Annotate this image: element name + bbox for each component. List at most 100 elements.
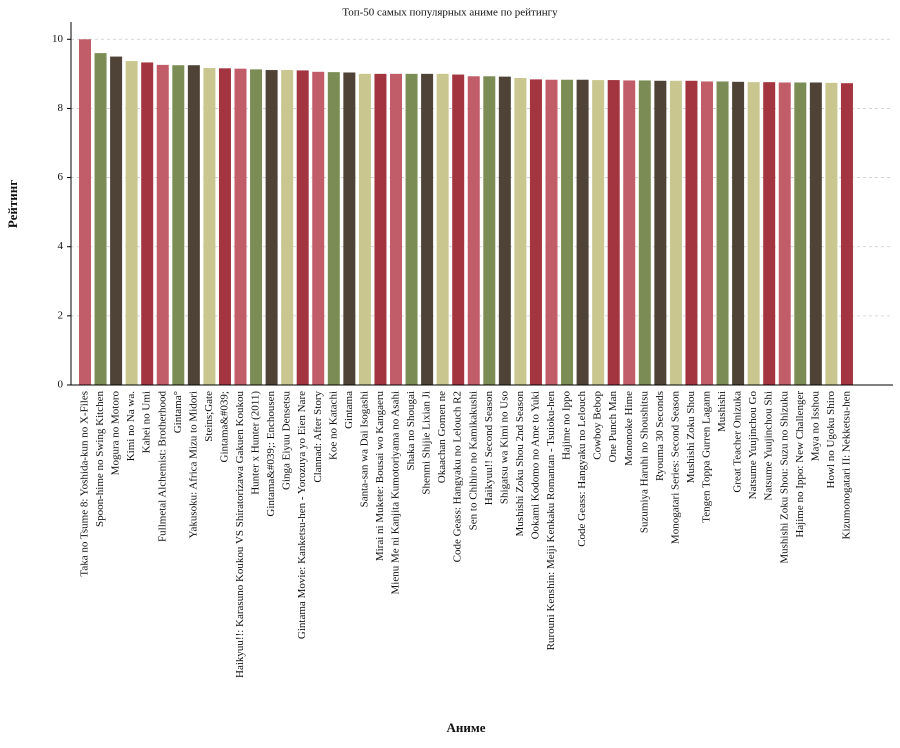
bar	[421, 73, 434, 385]
y-tick-label: 2	[58, 309, 64, 321]
bar	[218, 68, 231, 385]
bar	[187, 65, 200, 385]
bar	[94, 53, 107, 385]
x-tick-label: Kizumonogatari II: Nekketsu-hen	[840, 391, 852, 540]
x-tick-label: Ookami Kodomo no Ame to Yuki	[529, 391, 541, 539]
bar	[110, 56, 123, 385]
bar	[79, 39, 91, 386]
chart-title: Топ-50 самых популярных аниме по рейтинг…	[342, 7, 558, 19]
x-tick-label: Shenmi Shijie Lixian Ji	[421, 391, 433, 495]
y-tick-label: 6	[58, 171, 64, 183]
bar	[561, 79, 574, 385]
bar	[747, 82, 760, 385]
bar	[809, 82, 822, 385]
bar	[701, 81, 713, 385]
x-tick-label: Okaachan Gomen ne	[436, 391, 448, 483]
x-tick-label: Gintama&#039;	[218, 391, 230, 463]
bar	[825, 82, 838, 386]
x-axis-label: Аниме	[447, 720, 486, 735]
bar	[576, 79, 589, 385]
x-tick-label: Gintama Movie: Kanketsu-hen - Yorozuya y…	[296, 391, 308, 639]
x-tick-label: Ginga Eiyuu Densetsu	[281, 391, 293, 490]
x-tick-label: Ryouma 30 Seconds	[654, 391, 666, 481]
bar	[654, 80, 667, 386]
x-tick-label: Howl no Ugoku Shiro	[825, 391, 837, 489]
bar	[452, 74, 465, 385]
bar	[156, 64, 169, 386]
bar	[343, 72, 356, 385]
bar	[405, 73, 418, 385]
bar	[141, 62, 154, 385]
y-tick-label: 4	[58, 240, 64, 252]
x-tick-label: Gintama&#039;: Enchousen	[265, 391, 277, 517]
bar	[436, 73, 449, 385]
bar	[716, 81, 729, 385]
x-tick-label: Cowboy Bebop	[592, 391, 604, 460]
bar	[840, 83, 853, 385]
bar	[172, 65, 185, 385]
bar	[794, 82, 807, 385]
bar	[281, 70, 294, 385]
bar	[125, 61, 138, 386]
x-tick-label: Rurouni Kenshin: Meiji Kenkaku Romantan …	[545, 391, 557, 651]
x-tick-label: Spoon-hime no Swing Kitchen	[94, 391, 106, 527]
bar	[778, 82, 791, 385]
bar	[685, 80, 698, 386]
x-tick-label: Kimi no Na wa.	[125, 391, 137, 462]
x-tick-label: Gintama	[343, 391, 355, 429]
x-tick-label: Shigatsu wa Kimi no Uso	[498, 391, 510, 505]
x-tick-label: Hajime no Ippo: New Challenger	[794, 391, 806, 538]
bar	[514, 78, 527, 386]
x-tick-label: Santa-san wa Dai Isogashi	[358, 391, 370, 507]
bar	[327, 72, 340, 385]
x-tick-label: Mushishi Zoku Shou 2nd Season	[514, 391, 526, 537]
x-tick-label: Hunter x Hunter (2011)	[250, 391, 262, 495]
x-tick-label: Suzumiya Haruhi no Shoushitsu	[638, 391, 650, 534]
bar	[390, 73, 402, 385]
x-tick-label: Koe no Katachi	[327, 391, 339, 460]
y-tick-label: 0	[58, 379, 64, 391]
bar	[732, 81, 745, 386]
bar	[763, 82, 776, 385]
bar	[250, 69, 263, 385]
x-tick-label: Haikyuu!! Second Season	[483, 391, 495, 506]
y-tick-label: 8	[58, 102, 64, 114]
bar	[545, 79, 558, 385]
x-tick-label: Gintama°	[172, 391, 184, 433]
x-tick-label: Taka no Tsume 8: Yoshida-kun no X-Files	[79, 391, 91, 577]
x-tick-label: Hajime no Ippo	[561, 391, 573, 461]
x-tick-label: Fullmetal Alchemist: Brotherhood	[156, 391, 168, 542]
bar	[374, 73, 387, 385]
bar	[203, 67, 216, 385]
bar	[529, 79, 542, 385]
bar	[592, 80, 605, 385]
x-tick-label: Monogatari Series: Second Season	[669, 391, 681, 545]
x-tick-label: Kahei no Umi	[141, 391, 153, 453]
x-tick-label: Sen to Chihiro no Kamikakushi	[467, 391, 479, 530]
x-tick-label: Mushishi Zoku Shou: Suzu no Shizuku	[778, 391, 790, 564]
bar	[623, 80, 636, 385]
x-tick-label: Natsume Yuujinchou Go	[747, 391, 759, 500]
x-tick-label: Mushishi	[716, 391, 728, 432]
x-tick-label: Haikyuu!!: Karasuno Koukou VS Shiratoriz…	[234, 391, 246, 678]
bar	[498, 76, 511, 385]
y-axis-label: Рейтинг	[5, 180, 20, 228]
bar	[638, 80, 651, 385]
x-tick-label: Mushishi Zoku Shou	[685, 391, 697, 484]
bar	[296, 70, 309, 386]
bar	[265, 70, 278, 385]
y-tick-label: 10	[52, 33, 64, 45]
bar	[312, 71, 325, 385]
bar	[358, 73, 371, 385]
x-tick-label: Great Teacher Onizuka	[732, 391, 744, 493]
x-tick-label: Mienu Me ni Kanjita Kumotoriyama no Asah…	[390, 391, 402, 594]
x-tick-label: Yakusoku: Africa Mizu to Midori	[187, 391, 199, 538]
x-tick-label: Mononoke Hime	[623, 391, 635, 466]
x-tick-label: Shaka no Shougai	[405, 391, 417, 470]
x-tick-label: Tengen Toppa Gurren Lagann	[701, 391, 713, 523]
x-tick-label: One Punch Man	[607, 391, 619, 463]
x-tick-label: Maya no Isshou	[809, 391, 821, 462]
x-tick-label: Code Geass: Hangyaku no Lelouch R2	[452, 391, 464, 562]
x-tick-label: Steins;Gate	[203, 391, 215, 442]
